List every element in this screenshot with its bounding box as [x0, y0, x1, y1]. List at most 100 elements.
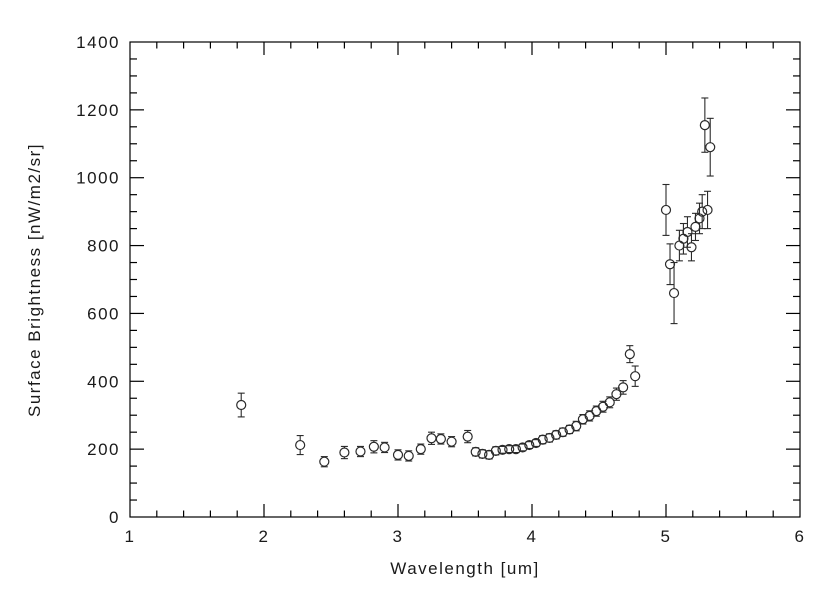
data-point [403, 450, 414, 462]
marker-open-circle [702, 204, 713, 216]
y-tick-label: 600 [87, 304, 120, 323]
marker-open-circle [697, 206, 708, 217]
marker-open-circle [490, 445, 501, 456]
marker-open-circle [379, 442, 390, 453]
marker-open-circle [668, 287, 680, 299]
x-tick-label: 6 [795, 527, 806, 546]
marker-open-circle [544, 432, 555, 444]
marker-open-circle [604, 397, 615, 408]
y-tick-label: 400 [87, 372, 120, 391]
marker-open-circle [435, 433, 446, 445]
marker-open-circle [686, 242, 697, 253]
data-point [591, 405, 602, 417]
x-tick-label: 4 [527, 527, 538, 546]
marker-open-circle [470, 446, 481, 457]
marker-open-circle [551, 429, 562, 440]
marker-open-circle [664, 259, 676, 270]
y-tick-label: 800 [87, 237, 120, 256]
marker-open-circle [630, 371, 641, 382]
marker-open-circle [236, 399, 247, 411]
data-point [630, 365, 641, 387]
data-point [236, 392, 247, 418]
data-point [664, 243, 676, 286]
marker-open-circle [674, 240, 685, 251]
marker-open-circle [497, 444, 508, 455]
marker-open-circle [462, 431, 473, 442]
y-tick-label: 1400 [76, 33, 120, 52]
y-tick-label: 1000 [76, 169, 120, 188]
data-point [660, 183, 672, 236]
marker-open-circle [446, 436, 457, 447]
data-point [699, 97, 710, 153]
data-point [477, 448, 488, 459]
marker-open-circle [510, 444, 522, 455]
marker-open-circle [477, 448, 488, 459]
data-point [484, 449, 495, 461]
data-point [319, 456, 330, 468]
x-tick-label: 3 [393, 527, 404, 546]
x-axis-title: Wavelength [um] [390, 559, 539, 578]
marker-open-circle [319, 456, 330, 467]
y-tick-label: 1200 [76, 101, 120, 120]
plot-area: 1 2 3 4 5 6 0 200 400 600 800 1000 1200 1400 [76, 33, 806, 546]
data-point [624, 345, 635, 364]
x-tick-label: 1 [125, 527, 136, 546]
data-point [446, 436, 457, 448]
data-point [295, 435, 306, 456]
data-point [490, 445, 501, 456]
marker-open-circle [504, 444, 515, 455]
marker-open-circle [415, 444, 426, 455]
marker-open-circle [295, 439, 306, 451]
data-point [392, 449, 404, 461]
data-point [497, 444, 508, 455]
y-tick-label: 0 [109, 508, 120, 527]
marker-open-circle [537, 434, 548, 445]
x-tick-label: 5 [661, 527, 672, 546]
data-point [435, 433, 446, 445]
marker-open-circle [699, 120, 710, 131]
marker-open-circle [392, 449, 404, 461]
data-point [686, 233, 697, 262]
data-point [368, 440, 379, 454]
marker-open-circle [591, 406, 602, 417]
data-point [504, 444, 515, 455]
marker-open-circle [660, 204, 672, 216]
marker-open-circle [694, 213, 705, 224]
marker-open-circle [339, 447, 350, 458]
y-axis-title: Surface Brightness [nW/m2/sr] [25, 143, 44, 417]
data-point [355, 445, 366, 458]
data-point [604, 396, 615, 409]
marker-open-circle [577, 414, 589, 425]
data-point [697, 194, 708, 230]
axis-box [129, 41, 801, 518]
data-point [702, 190, 713, 230]
marker-open-circle [678, 233, 689, 244]
data-point [597, 400, 609, 413]
marker-open-circle [571, 420, 582, 432]
marker-open-circle [355, 446, 366, 457]
marker-open-circle [557, 427, 568, 438]
marker-open-circle [682, 226, 693, 238]
data-point [379, 441, 390, 454]
data-point [668, 261, 680, 325]
marker-open-circle [690, 221, 701, 233]
marker-open-circle [524, 439, 535, 451]
data-point [705, 117, 716, 177]
data-point [426, 431, 437, 445]
marker-open-circle [618, 382, 629, 393]
marker-open-circle [403, 450, 414, 462]
marker-open-circle [597, 401, 609, 412]
marker-open-circle [484, 449, 495, 461]
marker-open-circle [426, 433, 437, 444]
marker-open-circle [530, 437, 542, 449]
data-point [462, 429, 473, 444]
marker-open-circle [705, 142, 716, 153]
data-point [530, 437, 542, 449]
marker-open-circle [517, 442, 528, 453]
data-point [618, 380, 629, 395]
x-tick-label: 2 [259, 527, 270, 546]
data-point [415, 443, 426, 455]
y-tick-label: 200 [87, 440, 120, 459]
